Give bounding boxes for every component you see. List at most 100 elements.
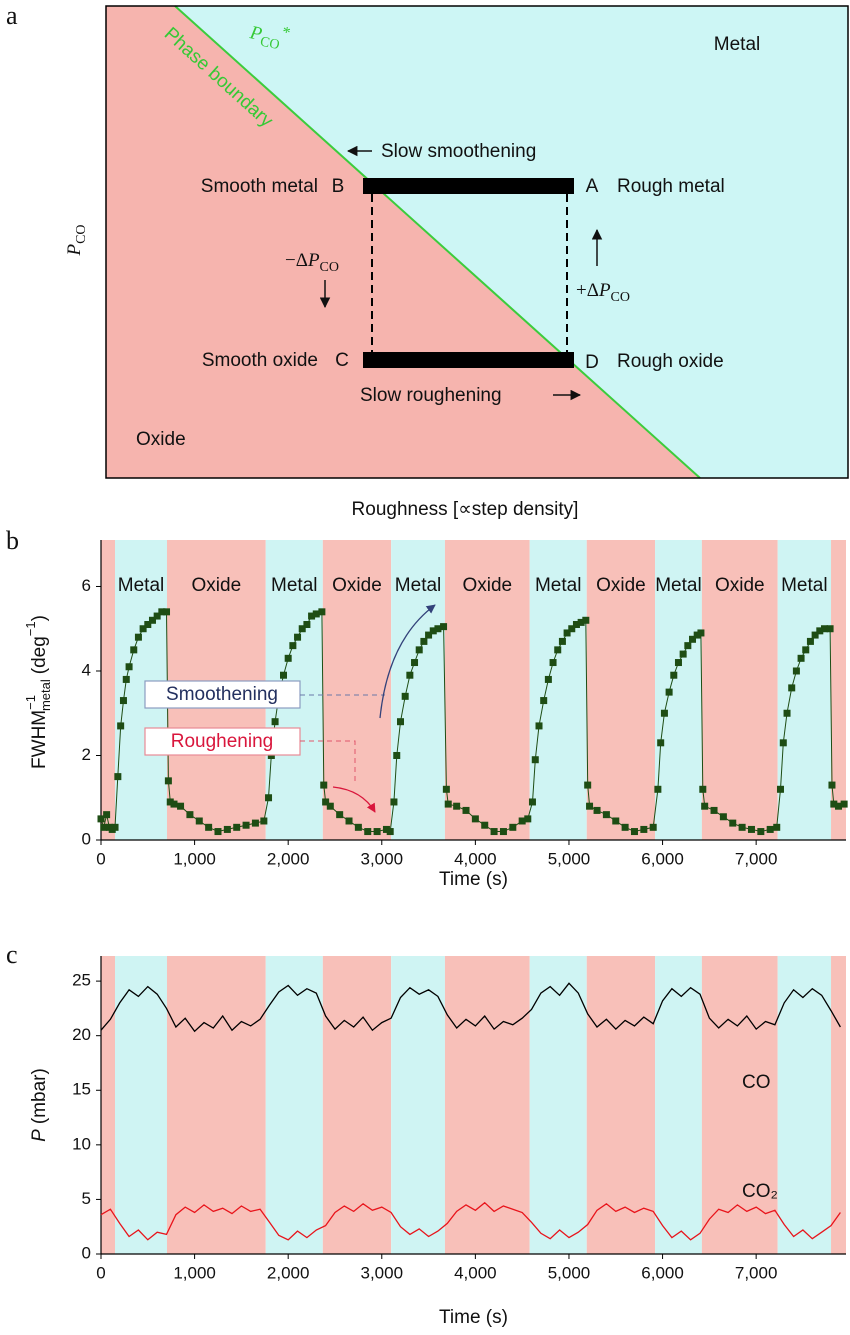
y-tick-label: 2 (82, 745, 91, 764)
marker (670, 671, 678, 679)
marker (386, 828, 394, 836)
plot: Metal Oxide Metal Oxide Metal Oxide Metal Oxide… (101, 540, 846, 840)
marker (434, 625, 442, 633)
region (265, 956, 323, 1254)
marker (354, 823, 362, 831)
marker (568, 625, 576, 633)
region (529, 956, 587, 1254)
state-letter: D (585, 352, 599, 373)
marker (558, 637, 566, 645)
marker (554, 646, 562, 654)
x-tick-label: 7,000 (735, 849, 778, 868)
marker (320, 781, 328, 789)
series-line (100, 1201, 841, 1241)
marker (336, 811, 344, 819)
step-sub: CO (611, 290, 630, 305)
label-var: P (29, 1129, 50, 1142)
y-tick-label: 15 (72, 1080, 91, 1099)
x-tick-label: 0 (96, 849, 105, 868)
label-base: P (64, 244, 85, 257)
panel-label: a (6, 1, 18, 30)
marker (729, 819, 737, 827)
marker (251, 819, 259, 827)
marker (139, 625, 147, 633)
marker (420, 637, 428, 645)
marker (697, 629, 705, 637)
marker (440, 623, 448, 631)
marker (710, 806, 718, 814)
region (115, 956, 167, 1254)
region (586, 540, 656, 840)
marker (584, 781, 592, 789)
region (701, 956, 778, 1254)
marker (699, 785, 707, 793)
x-tick-label: 4,000 (454, 1263, 497, 1282)
marker (783, 709, 791, 717)
marker (654, 785, 662, 793)
process-label: Slow roughening (360, 385, 502, 406)
marker (373, 828, 381, 836)
marker (531, 756, 539, 764)
marker (509, 823, 517, 831)
x-tick-label: 0 (96, 1263, 105, 1282)
marker (649, 823, 657, 831)
y-tick-label: 10 (72, 1134, 91, 1153)
x-tick-label: 5,000 (548, 1263, 591, 1282)
y-axis-label: PCO (64, 224, 89, 256)
marker (393, 751, 401, 759)
marker (312, 610, 320, 618)
marker (111, 823, 119, 831)
marker (205, 823, 213, 831)
step-sub: CO (320, 260, 339, 275)
marker (738, 823, 746, 831)
marker (382, 825, 390, 833)
annotation-box (144, 680, 301, 709)
marker (125, 663, 133, 671)
state-label: Smooth oxide (202, 350, 318, 371)
annotation: Smoothening (166, 684, 278, 705)
pressure-step: −ΔPCO (285, 250, 339, 275)
marker (415, 646, 423, 654)
marker (540, 697, 548, 705)
marker (490, 828, 498, 836)
marker (811, 631, 819, 639)
region-label: Oxide (715, 575, 765, 596)
marker (260, 817, 268, 825)
metal-region (175, 6, 848, 478)
marker (528, 798, 536, 806)
state-label: Smooth metal (201, 176, 318, 197)
symbol-sup: * (280, 24, 291, 42)
state-label: Rough oxide (617, 351, 724, 372)
marker (766, 825, 774, 833)
x-tick-label: 6,000 (641, 1263, 684, 1282)
y-tick-label: 25 (72, 971, 91, 990)
marker (294, 633, 302, 641)
marker (114, 773, 122, 781)
x-tick-label: 7,000 (735, 1263, 778, 1282)
marker (572, 621, 580, 629)
marker (326, 802, 334, 810)
plot (101, 956, 846, 1254)
marker (186, 811, 194, 819)
marker (840, 800, 848, 808)
marker (779, 739, 787, 747)
symbol-sub: CO (259, 35, 281, 54)
marker (130, 646, 138, 654)
y-tick-label: 0 (82, 1243, 91, 1262)
marker (660, 709, 668, 717)
region-label: Metal (535, 575, 581, 596)
symbol-base: P (247, 22, 264, 45)
region (777, 540, 832, 840)
region (101, 540, 116, 840)
marker (411, 659, 419, 667)
marker (816, 627, 824, 635)
series-line (100, 982, 841, 1033)
series-label: CO₂ (742, 1181, 778, 1202)
state-letter: B (332, 176, 345, 197)
region-label: Oxide (192, 575, 242, 596)
annotation-arrow (332, 786, 376, 813)
marker (582, 616, 590, 624)
marker (747, 825, 755, 833)
region (655, 956, 702, 1254)
marker (396, 718, 404, 726)
